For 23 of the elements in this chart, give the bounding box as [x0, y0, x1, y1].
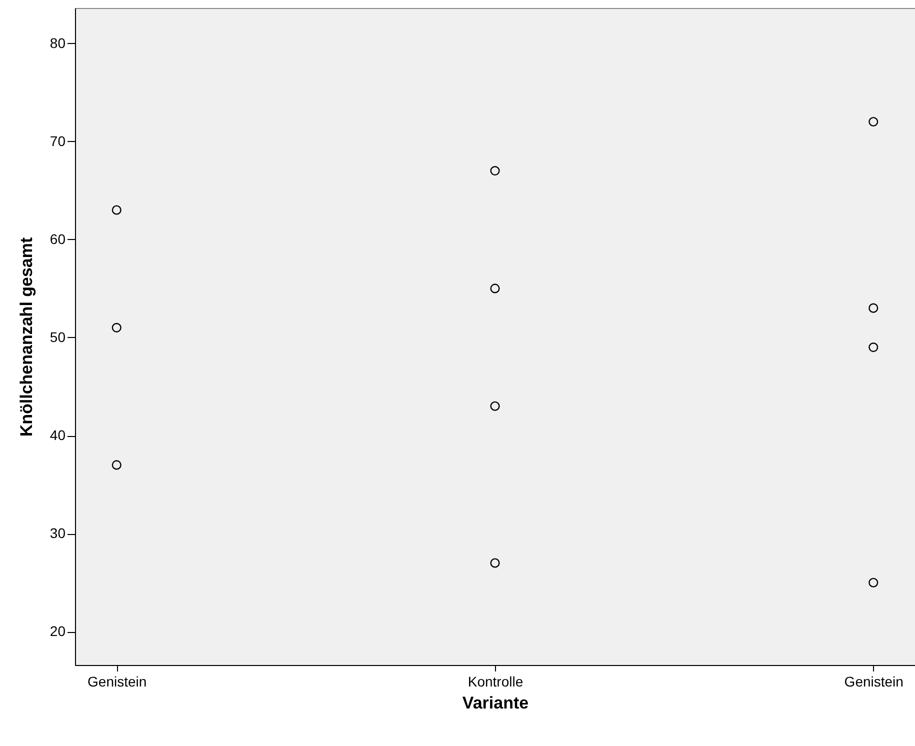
y-tick-label: 40 — [50, 427, 66, 444]
y-tick-label: 30 — [50, 525, 66, 542]
point — [868, 116, 878, 127]
y-tick-label: 60 — [50, 230, 66, 247]
x-tick-label: Kontrolle — [468, 674, 524, 690]
y-tick-label: 20 — [50, 623, 66, 640]
point — [490, 166, 500, 176]
point — [490, 284, 500, 294]
x-axis-title: Variante — [462, 694, 529, 712]
point — [868, 578, 878, 588]
point — [112, 460, 122, 470]
point — [490, 401, 500, 411]
point — [490, 558, 500, 568]
point — [868, 303, 878, 313]
y-tick-label: 80 — [50, 34, 66, 51]
y-tick-label: 70 — [50, 132, 66, 149]
point — [112, 322, 122, 332]
y-axis-title: Knöllchenanzahl gesamt — [16, 237, 36, 437]
x-tick-label: Genistein — [844, 674, 904, 690]
x-tick-label: Genistein — [88, 674, 147, 690]
y-tick-label: 50 — [50, 328, 66, 345]
point — [112, 205, 122, 215]
point — [868, 342, 878, 352]
